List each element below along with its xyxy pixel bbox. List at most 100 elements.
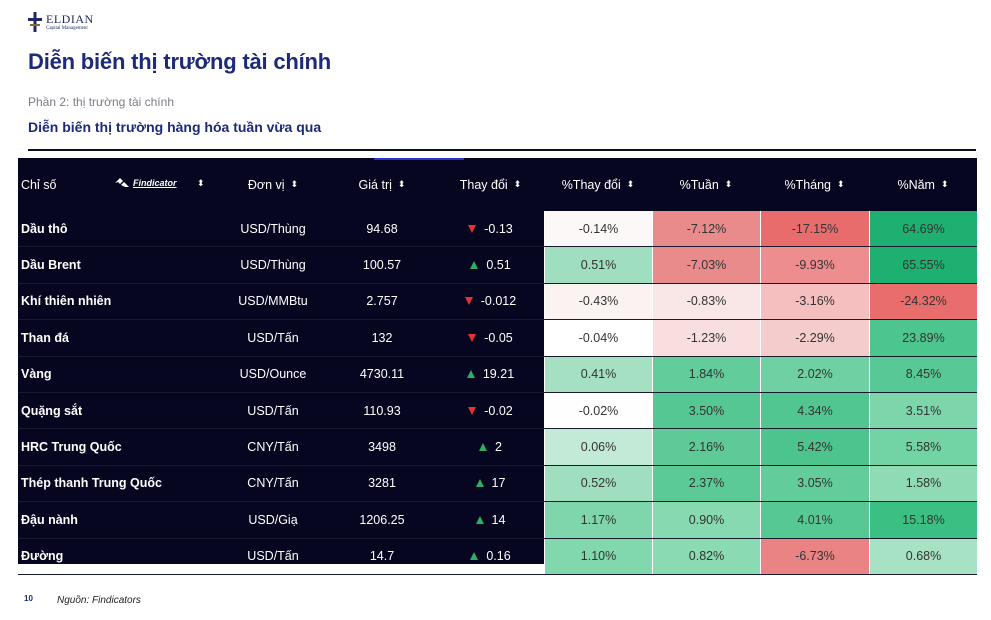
cell-name: Vàng (21, 367, 52, 382)
cell-name: Dầu Brent (21, 258, 81, 273)
cell-pct-change: 0.52% (544, 465, 652, 502)
section-label: Phần 2: thị trường tài chính (28, 95, 174, 109)
table-accent-bar (374, 158, 464, 160)
sort-icon: ⬍ (397, 179, 406, 189)
table-row[interactable]: Khí thiên nhiên USD/MMBtu 2.757 -0.012 -0.43… (18, 283, 977, 321)
cell-change: 19.21 (437, 357, 544, 392)
cell-name: Thép thanh Trung Quốc (21, 476, 162, 491)
cell-unit: USD/Thùng (240, 258, 306, 273)
cell-pct-month: -3.16% (760, 283, 869, 320)
table-header: Chỉ số Findicator ⬍ Đơn vị ⬍ Giá trị ⬍ T… (18, 158, 977, 211)
cell-name: Dầu thô (21, 221, 68, 236)
header-pct-year-label: %Năm (897, 177, 935, 192)
cell-change: 14 (437, 502, 544, 537)
cell-pct-change: -0.02% (544, 392, 652, 429)
logo-subtitle: Capital Management (46, 26, 88, 31)
arrow-down-icon (464, 297, 473, 306)
header-pct-month-label: %Tháng (784, 177, 831, 192)
table-row[interactable]: Quặng sắt USD/Tấn 110.93 -0.02 -0.02% 3.50% 4.… (18, 392, 977, 430)
table-row[interactable]: Thép thanh Trung Quốc CNY/Tấn 3281 17 0.52% 2… (18, 465, 977, 503)
cell-pct-change: 0.06% (544, 429, 652, 465)
arrow-up-icon (466, 370, 475, 379)
arrow-up-icon (479, 443, 488, 452)
cell-change: -0.05 (437, 320, 544, 355)
header-pct-change-label: %Thay đổi (561, 177, 621, 192)
arrow-down-icon (468, 406, 477, 415)
table-body: Dầu thô USD/Thùng 94.68 -0.13 -0.14% -7.12% -1… (18, 211, 977, 575)
change-value: 2 (495, 440, 502, 455)
divider (28, 149, 976, 151)
cell-pct-week: 3.50% (652, 392, 760, 429)
cell-unit: USD/Tấn (247, 403, 299, 418)
cell-pct-change: -0.14% (544, 211, 652, 247)
cell-unit: USD/Ounce (239, 367, 307, 382)
cell-value: 14.7 (369, 549, 395, 564)
header-pct-year[interactable]: %Năm ⬍ (869, 158, 977, 211)
cell-unit: USD/Giạ (248, 512, 298, 527)
arrow-up-icon (470, 261, 479, 270)
cell-pct-week: -0.83% (652, 283, 760, 320)
table-row[interactable]: Than đá USD/Tấn 132 -0.05 -0.04% -1.23% -2.29%… (18, 320, 977, 357)
cell-change: 17 (437, 466, 544, 501)
change-value: 19.21 (482, 367, 515, 382)
header-pct-change[interactable]: %Thay đổi ⬍ (544, 158, 652, 211)
header-pct-month[interactable]: %Tháng ⬍ (760, 158, 869, 211)
sort-icon[interactable]: ⬍ (197, 178, 205, 188)
header-pct-week[interactable]: %Tuần ⬍ (652, 158, 760, 211)
table-row[interactable]: HRC Trung Quốc CNY/Tấn 3498 2 0.06% 2.16% 5.42… (18, 429, 977, 466)
cell-pct-year: 64.69% (869, 211, 977, 247)
cell-name: Đường (21, 549, 64, 564)
header-value[interactable]: Giá trị ⬍ (327, 158, 437, 211)
change-value: 0.16 (486, 549, 511, 564)
cell-unit: CNY/Tấn (247, 476, 299, 491)
table-row[interactable]: Đường USD/Tấn 14.7 0.16 1.10% 0.82% -6.73% 0.68… (18, 538, 977, 575)
header-unit[interactable]: Đơn vị ⬍ (219, 158, 327, 211)
cell-name: Quặng sắt (21, 403, 83, 418)
change-value: 14 (491, 512, 506, 527)
cell-pct-month: 4.01% (760, 502, 869, 538)
cell-pct-month: -17.15% (760, 211, 869, 247)
section-heading: Diễn biến thị trường hàng hóa tuần vừa q… (28, 119, 322, 135)
sort-icon: ⬍ (626, 179, 635, 189)
cell-pct-month: 3.05% (760, 465, 869, 502)
table-row[interactable]: Đậu nành USD/Giạ 1206.25 14 1.17% 0.90% 4.01% 1… (18, 502, 977, 539)
cell-value: 3281 (368, 476, 396, 491)
header-change-label: Thay đổi (459, 177, 508, 192)
cell-pct-week: -7.03% (652, 247, 760, 283)
cell-change: -0.02 (437, 393, 544, 428)
arrow-up-icon (475, 479, 484, 488)
cell-unit: USD/Tấn (247, 330, 299, 345)
page-number: 10 (24, 594, 33, 603)
cell-change: 0.51 (437, 247, 544, 282)
eldian-logo: ELDIAN Capital Management (28, 12, 94, 32)
table-row[interactable]: Vàng USD/Ounce 4730.11 19.21 0.41% 1.84% 2.02%… (18, 356, 977, 393)
cell-pct-change: 0.41% (544, 356, 652, 392)
cell-pct-month: -6.73% (760, 538, 869, 574)
header-unit-label: Đơn vị (247, 177, 285, 192)
header-pct-week-label: %Tuần (679, 177, 719, 192)
cell-pct-year: 23.89% (869, 320, 977, 356)
cell-pct-week: -1.23% (652, 320, 760, 356)
table-row[interactable]: Dầu thô USD/Thùng 94.68 -0.13 -0.14% -7.12% -1… (18, 211, 977, 248)
page-title: Diễn biến thị trường tài chính (28, 49, 332, 74)
change-value: 0.51 (486, 258, 511, 273)
cell-pct-month: 5.42% (760, 429, 869, 465)
cell-change: -0.13 (437, 211, 544, 246)
change-value: 17 (491, 476, 506, 491)
cell-pct-change: 1.10% (544, 538, 652, 574)
eldian-logo-icon (28, 12, 42, 32)
sort-icon: ⬍ (940, 179, 949, 189)
header-name[interactable]: Chỉ số Findicator ⬍ (18, 158, 219, 211)
cell-value: 100.57 (362, 258, 402, 273)
table-row[interactable]: Dầu Brent USD/Thùng 100.57 0.51 0.51% -7.03% -… (18, 247, 977, 284)
cell-unit: USD/MMBtu (238, 294, 308, 309)
arrow-down-icon (468, 224, 477, 233)
change-value: -0.05 (484, 330, 513, 345)
cell-pct-year: 0.68% (869, 538, 977, 574)
cell-pct-year: 1.58% (869, 465, 977, 502)
header-change[interactable]: Thay đổi ⬍ (437, 158, 544, 211)
cell-pct-month: 4.34% (760, 392, 869, 429)
cell-pct-week: -7.12% (652, 211, 760, 247)
cell-pct-month: -2.29% (760, 320, 869, 356)
cell-pct-week: 2.37% (652, 465, 760, 502)
